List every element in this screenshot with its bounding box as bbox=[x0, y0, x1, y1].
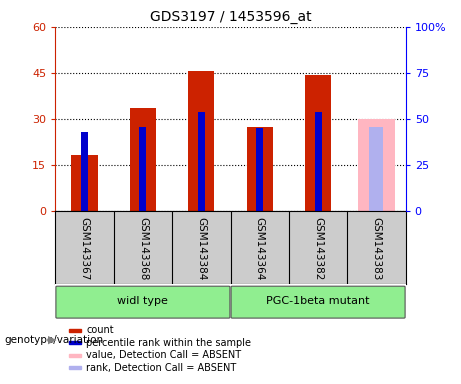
Bar bbox=[247, 127, 273, 212]
Text: percentile rank within the sample: percentile rank within the sample bbox=[86, 338, 251, 348]
Text: GSM143382: GSM143382 bbox=[313, 217, 323, 281]
Text: genotype/variation: genotype/variation bbox=[5, 335, 104, 345]
Text: ▶: ▶ bbox=[48, 335, 57, 345]
Text: widl type: widl type bbox=[118, 296, 168, 306]
Bar bbox=[314, 112, 322, 212]
Bar bbox=[139, 127, 147, 212]
Bar bbox=[369, 127, 384, 212]
Bar bbox=[198, 112, 205, 212]
Title: GDS3197 / 1453596_at: GDS3197 / 1453596_at bbox=[150, 10, 311, 25]
Text: rank, Detection Call = ABSENT: rank, Detection Call = ABSENT bbox=[86, 363, 236, 373]
Text: GSM143384: GSM143384 bbox=[196, 217, 207, 281]
Bar bbox=[69, 366, 81, 369]
Text: GSM143383: GSM143383 bbox=[372, 217, 382, 281]
FancyBboxPatch shape bbox=[56, 286, 230, 318]
Text: GSM143367: GSM143367 bbox=[79, 217, 89, 281]
Text: GSM143368: GSM143368 bbox=[138, 217, 148, 281]
Bar bbox=[256, 128, 263, 212]
Bar bbox=[69, 341, 81, 344]
Bar bbox=[71, 155, 98, 212]
Bar bbox=[69, 354, 81, 357]
Bar bbox=[305, 74, 331, 212]
Text: count: count bbox=[86, 325, 114, 335]
Text: value, Detection Call = ABSENT: value, Detection Call = ABSENT bbox=[86, 350, 242, 361]
Text: GSM143364: GSM143364 bbox=[254, 217, 265, 281]
Bar bbox=[69, 329, 81, 332]
FancyBboxPatch shape bbox=[231, 286, 405, 318]
Text: PGC-1beta mutant: PGC-1beta mutant bbox=[266, 296, 370, 306]
Bar bbox=[358, 119, 395, 212]
Bar bbox=[188, 71, 214, 212]
Bar bbox=[130, 108, 156, 212]
Bar bbox=[81, 132, 88, 212]
